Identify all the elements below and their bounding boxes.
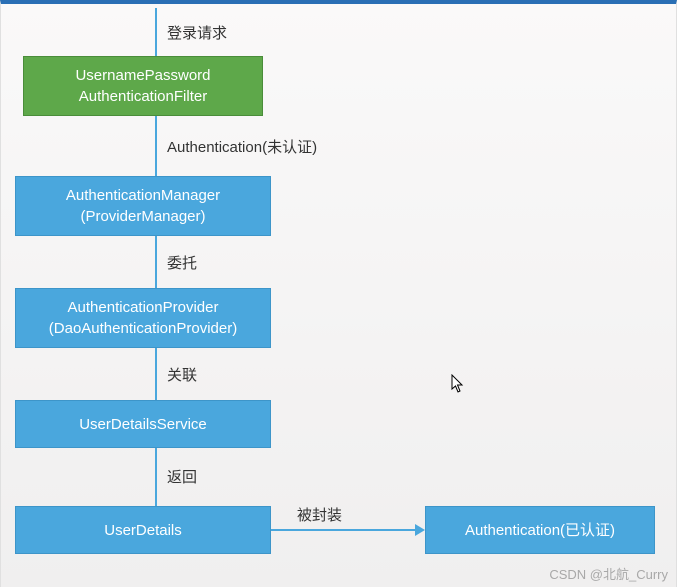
node-username-password-filter: UsernamePassword AuthenticationFilter xyxy=(23,56,263,116)
node-text-line: UsernamePassword xyxy=(75,65,210,86)
node-authentication-manager: AuthenticationManager (ProviderManager) xyxy=(15,176,271,236)
node-text-line: (DaoAuthenticationProvider) xyxy=(49,318,237,339)
node-text-line: AuthenticationFilter xyxy=(79,86,207,107)
edge-label-login-request: 登录请求 xyxy=(167,22,227,43)
node-text-line: (ProviderManager) xyxy=(80,206,205,227)
cursor-icon xyxy=(451,374,465,394)
edge-label-auth-unauthenticated: Authentication(未认证) xyxy=(167,136,317,157)
node-text-line: AuthenticationManager xyxy=(66,185,220,206)
edge-label-associate: 关联 xyxy=(167,364,197,385)
node-text-line: AuthenticationProvider xyxy=(68,297,219,318)
edge-label-return: 返回 xyxy=(167,466,197,487)
node-user-details: UserDetails xyxy=(15,506,271,554)
node-authentication-provider: AuthenticationProvider (DaoAuthenticatio… xyxy=(15,288,271,348)
arrow-right-icon xyxy=(415,524,425,536)
node-user-details-service: UserDetailsService xyxy=(15,400,271,448)
node-authentication-authenticated: Authentication(已认证) xyxy=(425,506,655,554)
node-text-line: Authentication(已认证) xyxy=(465,520,615,541)
node-text-line: UserDetailsService xyxy=(79,414,207,435)
watermark-text: CSDN @北航_Curry xyxy=(549,564,668,583)
flow-horizontal-arrow-line xyxy=(271,529,415,531)
edge-label-wrapped: 被封装 xyxy=(297,504,342,525)
node-text-line: UserDetails xyxy=(104,520,182,541)
edge-label-delegate: 委托 xyxy=(167,252,197,273)
